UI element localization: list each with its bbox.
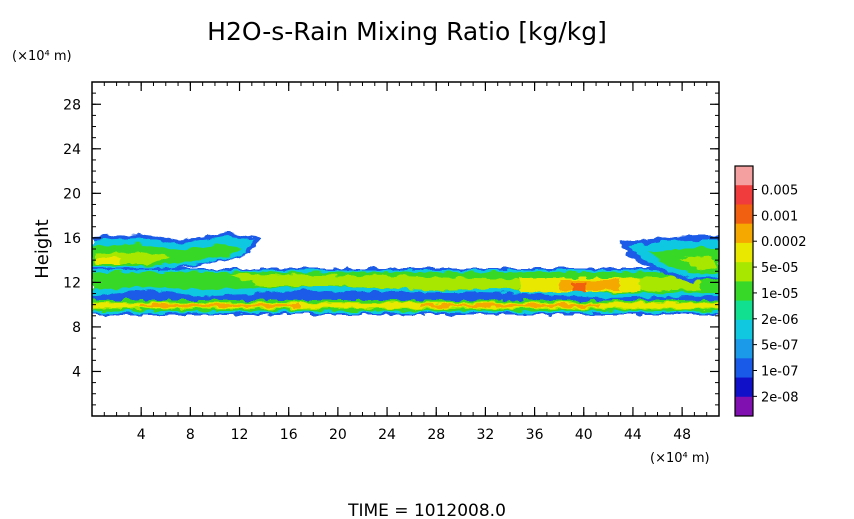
y-tick-label: 20: [63, 186, 81, 202]
colorbar-swatch: [735, 185, 753, 205]
y-tick-label: 24: [63, 142, 81, 158]
x-tick-label: 28: [427, 427, 445, 443]
right-anvil-yellowgreen: [680, 256, 718, 270]
x-tick-label: 40: [575, 427, 593, 443]
x-tick-label: 44: [624, 427, 642, 443]
x-tick-label: 36: [526, 427, 544, 443]
band-orange-streak: [140, 304, 300, 307]
colorbar-label: 2e-08: [761, 390, 799, 405]
x-axis-unit: (×10⁴ m): [650, 451, 710, 466]
colorbar-frame: [734, 165, 754, 417]
colorbar-swatch: [735, 166, 753, 186]
band-yellow: [92, 303, 719, 308]
time-label: TIME = 1012008.0: [347, 501, 506, 519]
colorbar-swatch: [735, 319, 753, 340]
colorbar-swatch: [735, 300, 753, 321]
chart-title: H2O-s-Rain Mixing Ratio [kg/kg]: [207, 17, 607, 46]
colorbar-swatch: [735, 339, 753, 359]
colorbar: 0.005 0.001 0.0002 5e-05 1e-05 2e-06 5e-07 1e-0…: [734, 165, 807, 417]
colorbar-label: 2e-06: [761, 313, 799, 328]
y-tick-label: 8: [72, 320, 81, 336]
colorbar-label: 1e-07: [761, 364, 799, 379]
colorbar-label: 0.0002: [761, 235, 807, 250]
left-anvil-yellow: [96, 258, 120, 264]
y-tick-label: 4: [72, 364, 81, 380]
x-tick-label: 20: [329, 427, 347, 443]
x-tick-label: 8: [186, 427, 195, 443]
x-tick-label: 32: [476, 427, 494, 443]
colorbar-swatch: [735, 242, 753, 263]
y-axis: 4 8 12 16 20 24 28: [63, 92, 719, 406]
mid-layer-orange: [560, 280, 620, 290]
band-orange-streak-2: [420, 304, 600, 307]
colorbar-swatch: [735, 262, 753, 282]
colorbar-label: 5e-05: [761, 261, 799, 276]
x-tick-label: 12: [231, 427, 249, 443]
colorbar-swatch: [735, 223, 753, 244]
y-tick-label: 16: [63, 231, 81, 247]
y-tick-label: 12: [63, 275, 81, 291]
colorbar-swatch: [735, 377, 753, 398]
y-axis-label: Height: [32, 219, 53, 279]
x-tick-label: 48: [673, 427, 691, 443]
mid-layer-red: [572, 283, 586, 292]
colorbar-label: 0.005: [761, 184, 798, 199]
y-tick-label: 28: [63, 97, 81, 113]
colorbar-swatch: [735, 396, 753, 417]
x-axis: 4 8 12 16 20 24 28 32 36 40 44 48: [103, 82, 708, 443]
x-tick-label: 24: [378, 427, 396, 443]
y-axis-unit: (×10⁴ m): [12, 49, 72, 64]
colorbar-label: 5e-07: [761, 339, 799, 354]
colorbar-swatch: [735, 204, 753, 225]
colorbar-label: 0.001: [761, 209, 798, 224]
colorbar-label: 1e-05: [761, 287, 799, 302]
colorbar-swatch: [735, 358, 753, 379]
contour-field: [92, 232, 719, 315]
x-tick-label: 4: [137, 427, 146, 443]
colorbar-swatch: [735, 281, 753, 302]
x-tick-label: 16: [280, 427, 298, 443]
